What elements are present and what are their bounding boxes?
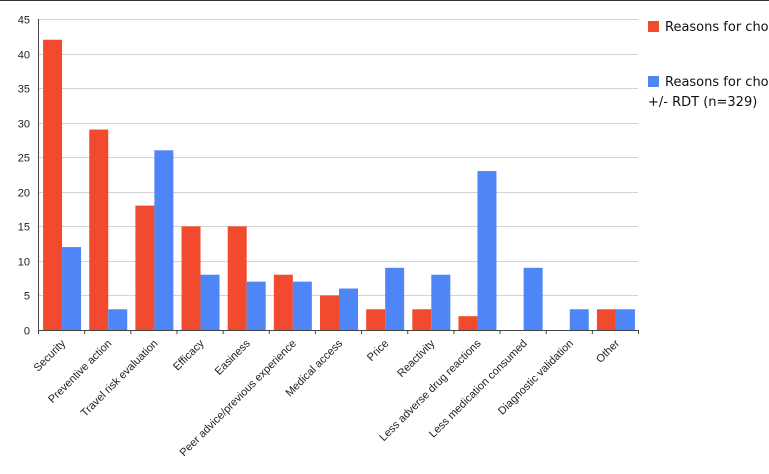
x-tick-label: Less medication consumed: [427, 338, 530, 441]
legend-swatch-bp: [648, 76, 659, 87]
bar-cp-7: [366, 309, 386, 330]
bar-cp-9: [458, 316, 478, 330]
x-tick-label: Other: [594, 337, 622, 365]
y-tick-label: 5: [24, 291, 30, 303]
x-tick-label: Price: [365, 338, 391, 364]
bar-cp-4: [227, 226, 247, 330]
bar-cp-8: [412, 309, 432, 330]
y-tick-label: 35: [18, 84, 30, 96]
bar-bp-12: [615, 309, 635, 330]
x-tick-label: Easiness: [213, 337, 253, 377]
bar-bp-1: [108, 309, 128, 330]
bars: [43, 39, 635, 330]
bar-cp-2: [135, 205, 155, 330]
legend: Reasons for choosing CP (n=62) Reasons fo…: [648, 20, 769, 110]
y-tick-label: 20: [18, 188, 30, 200]
y-tick-label: 10: [18, 257, 30, 269]
bar-bp-6: [339, 288, 358, 330]
x-tick-label: Efficacy: [171, 337, 207, 373]
legend-label: Reasons for choosing BP only or SBET: [665, 75, 769, 90]
bar-cp-6: [320, 295, 339, 330]
legend-label: +/- RDT (n=329): [648, 95, 757, 110]
y-tick-label: 25: [18, 153, 30, 165]
bar-cp-3: [181, 226, 201, 330]
legend-swatch-cp: [648, 21, 659, 32]
x-tick-label: Travel risk evaluation: [79, 338, 161, 420]
gridlines: [38, 19, 638, 296]
bar-bp-8: [431, 274, 451, 330]
bar-bp-7: [385, 267, 405, 330]
bar-bp-4: [246, 281, 266, 330]
bar-bp-2: [154, 150, 174, 330]
y-axis: 0 5 10 15 20 25 30 35 40 45: [18, 15, 39, 338]
bar-bp-3: [200, 274, 220, 330]
bar-bp-9: [477, 171, 497, 330]
x-tick-label: Reactivity: [395, 337, 438, 380]
bar-bp-5: [292, 281, 312, 330]
x-tick-label: Security: [32, 337, 69, 374]
y-tick-label: 15: [18, 222, 30, 234]
y-tick-label: 40: [18, 50, 30, 62]
bar-bp-0: [62, 247, 82, 330]
legend-label: Reasons for choosing CP (n=62): [665, 20, 769, 35]
bar-bp-10: [523, 267, 543, 330]
y-tick-label: 30: [18, 119, 30, 131]
bar-cp-12: [596, 309, 616, 330]
bar-bp-11: [569, 309, 589, 330]
bar-cp-0: [43, 39, 63, 330]
y-tick-label: 45: [18, 15, 30, 27]
y-tick-label: 0: [24, 326, 30, 338]
bar-cp-5: [273, 274, 293, 330]
bar-cp-1: [89, 129, 109, 330]
